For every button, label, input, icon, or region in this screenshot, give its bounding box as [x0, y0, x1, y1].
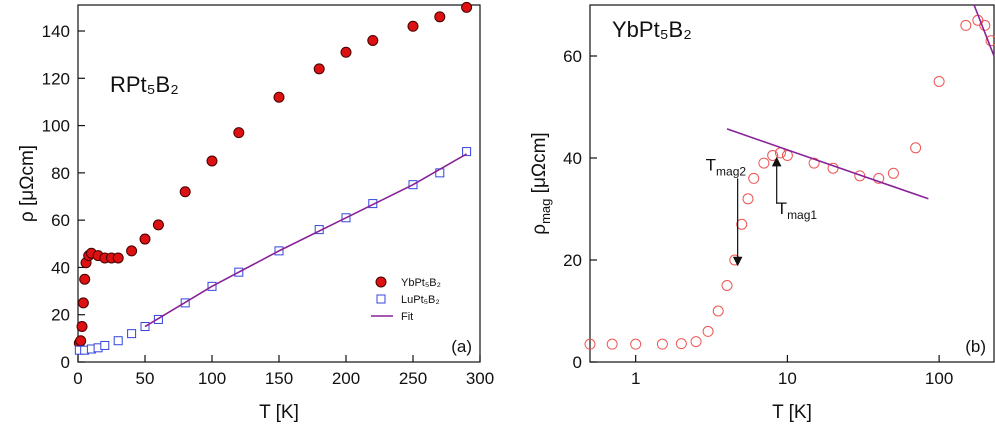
- x-axis-label: T [K]: [259, 402, 299, 423]
- y-tick-label: 140: [42, 22, 70, 41]
- legend-swatch: [376, 294, 386, 304]
- data-point: [368, 199, 378, 209]
- data-point: [721, 280, 733, 291]
- data-point: [742, 193, 754, 205]
- annotation-main: T: [706, 155, 716, 174]
- data-point: [758, 157, 770, 169]
- data-point: [910, 142, 922, 154]
- x-tick-label: 1: [631, 369, 640, 388]
- data-point: [462, 147, 472, 157]
- data-point: [113, 336, 123, 346]
- legend-label: LuPt₅B₂: [401, 294, 440, 306]
- data-point: [79, 273, 91, 285]
- annotation-label: Tmag1: [777, 199, 818, 222]
- y-tick-label: 0: [573, 353, 582, 372]
- data-point: [630, 338, 642, 350]
- data-point: [606, 338, 618, 350]
- data-point: [76, 321, 88, 333]
- data-point: [854, 170, 866, 182]
- data-point: [112, 252, 124, 264]
- data-point: [985, 35, 995, 47]
- data-point: [273, 91, 285, 103]
- data-point: [690, 336, 702, 348]
- data-point: [729, 254, 741, 266]
- data-point: [152, 219, 164, 231]
- annotation-sub: mag1: [787, 208, 817, 222]
- annotation-sub: mag2: [716, 164, 746, 178]
- data-point: [340, 46, 352, 58]
- data-point: [675, 338, 687, 350]
- fit-line: [144, 153, 467, 328]
- panel-annotation: YbPt₅B₂: [612, 17, 692, 42]
- y-tick-label: 40: [563, 149, 582, 168]
- x-tick-label: 200: [332, 369, 360, 388]
- y-tick-label: 20: [563, 251, 582, 270]
- x-axis-label: T [K]: [772, 402, 812, 423]
- y-tick-label: 120: [42, 69, 70, 88]
- data-point: [206, 155, 218, 167]
- data-point: [367, 34, 379, 46]
- plot-frame: [77, 4, 481, 363]
- plot-frame: [589, 4, 995, 363]
- y-tick-label: 20: [51, 306, 70, 325]
- data-point: [461, 1, 473, 13]
- data-point: [781, 149, 793, 161]
- data-point: [179, 186, 191, 198]
- x-tick-label: 150: [265, 369, 293, 388]
- data-point: [748, 172, 760, 184]
- panel-label: (a): [451, 337, 472, 356]
- fit-line: [726, 128, 929, 200]
- data-point: [873, 172, 885, 184]
- x-tick-label: 50: [136, 369, 155, 388]
- data-point: [77, 297, 89, 309]
- data-point: [313, 63, 325, 75]
- data-point: [153, 314, 163, 324]
- y-axis-label: ρ [μΩcm]: [17, 145, 38, 222]
- x-tick-label: 10: [778, 369, 797, 388]
- fit-line: [973, 4, 995, 57]
- data-point: [75, 335, 87, 347]
- data-point: [656, 338, 668, 350]
- data-point: [702, 325, 714, 337]
- data-point: [127, 329, 137, 339]
- x-tick-label: 100: [198, 369, 226, 388]
- y-tick-label: 80: [51, 164, 70, 183]
- legend-label: YbPt₅B₂: [401, 277, 441, 289]
- x-tick-label: 300: [466, 369, 494, 388]
- data-point: [139, 233, 151, 245]
- data-point: [712, 305, 724, 317]
- x-tick-label: 100: [925, 369, 953, 388]
- y-tick-label: 100: [42, 117, 70, 136]
- data-point: [126, 245, 138, 257]
- y-tick-label: 40: [51, 258, 70, 277]
- x-tick-label: 0: [73, 369, 82, 388]
- y-tick-label: 60: [51, 211, 70, 230]
- annotation-label: Tmag2: [706, 155, 747, 178]
- data-point: [100, 340, 110, 350]
- y-axis-label: ρmag [μΩcm]: [529, 132, 553, 234]
- annotation-main: T: [777, 199, 787, 218]
- data-point: [407, 20, 419, 32]
- data-point: [434, 11, 446, 23]
- y-axis-label-rest: [μΩcm]: [529, 132, 550, 198]
- data-point: [584, 338, 596, 350]
- data-point: [736, 218, 748, 230]
- data-point: [960, 19, 972, 31]
- panel-label: (b): [965, 337, 986, 356]
- data-point: [933, 76, 945, 87]
- panel-annotation: RPt₅B₂: [110, 72, 179, 97]
- x-tick-label: 250: [399, 369, 427, 388]
- y-axis-label-main: ρ: [529, 224, 550, 235]
- y-tick-label: 60: [563, 47, 582, 66]
- legend-swatch: [375, 276, 387, 288]
- y-tick-label: 0: [61, 353, 70, 372]
- y-axis-label-sub: mag: [538, 199, 553, 224]
- data-point: [887, 167, 899, 179]
- legend-label: Fit: [401, 311, 413, 323]
- data-point: [233, 127, 245, 139]
- data-point: [808, 157, 820, 169]
